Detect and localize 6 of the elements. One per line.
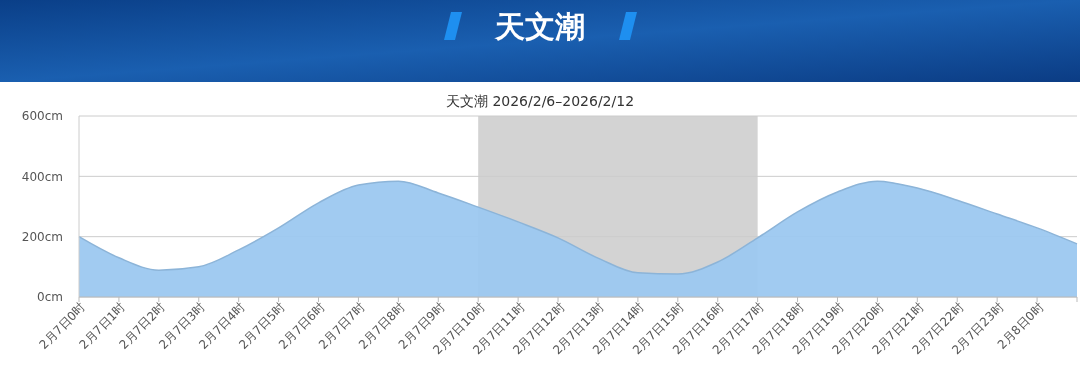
chart-subtitle: 天文潮 2026/2/6–2026/2/12 xyxy=(445,93,635,109)
chart-title: 天文潮 xyxy=(494,9,585,44)
y-tick-label: 0cm xyxy=(37,290,63,305)
y-tick-label: 400cm xyxy=(21,169,63,184)
y-tick-label: 600cm xyxy=(21,109,63,124)
y-tick-label: 200cm xyxy=(21,229,63,244)
